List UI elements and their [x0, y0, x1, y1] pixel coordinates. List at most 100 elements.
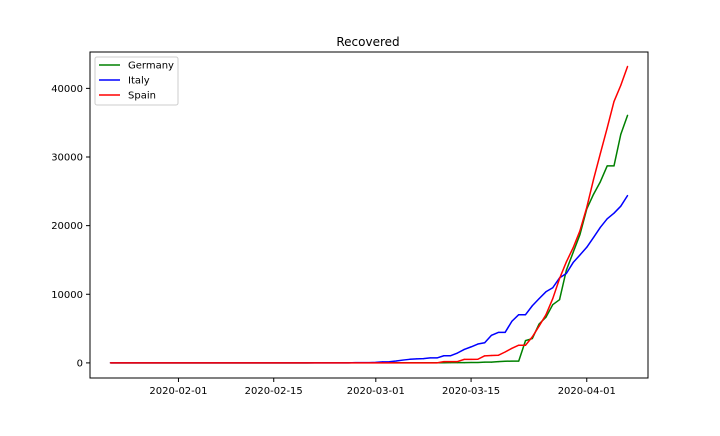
data-point-italy: [518, 314, 520, 316]
data-point-italy: [592, 236, 595, 239]
data-point-italy: [511, 320, 513, 322]
data-point-spain: [198, 362, 200, 364]
data-point-spain: [395, 362, 397, 364]
data-point-spain: [490, 354, 493, 357]
data-point-spain: [429, 362, 431, 364]
data-point-italy: [422, 358, 425, 360]
series-line-italy: [110, 195, 629, 364]
data-point-spain: [286, 362, 288, 364]
data-point-italy: [436, 357, 438, 359]
data-point-spain: [606, 127, 608, 129]
data-point-germany: [545, 316, 547, 318]
data-point-spain: [470, 358, 472, 360]
legend-label-spain: Spain: [128, 91, 156, 102]
data-point-germany: [524, 340, 527, 342]
data-point-spain: [504, 351, 506, 353]
data-point-spain: [620, 84, 622, 86]
data-point-italy: [443, 355, 445, 357]
data-point-italy: [538, 298, 540, 300]
data-point-spain: [450, 361, 452, 363]
data-point-italy: [572, 261, 574, 264]
data-point-italy: [545, 291, 547, 293]
data-point-spain: [592, 178, 595, 180]
data-point-spain: [341, 362, 343, 364]
data-point-spain: [130, 362, 132, 364]
data-point-italy: [565, 272, 567, 275]
y-tick-label: 0: [77, 358, 83, 369]
data-point-spain: [422, 362, 425, 364]
y-tick-label: 40000: [51, 84, 83, 95]
series-line-germany: [110, 115, 629, 364]
data-point-spain: [626, 65, 629, 67]
data-point-germany: [565, 269, 567, 271]
x-tick-label: 2020-02-01: [149, 386, 207, 397]
data-point-spain: [252, 362, 254, 364]
data-point-italy: [463, 348, 465, 351]
data-point-spain: [443, 361, 445, 363]
data-point-spain: [137, 362, 139, 364]
data-point-spain: [361, 362, 363, 364]
data-point-germany: [626, 114, 629, 116]
data-point-italy: [620, 205, 622, 207]
data-point-spain: [327, 362, 329, 364]
legend-label-germany: Germany: [128, 61, 174, 72]
data-point-spain: [171, 362, 173, 364]
data-point-spain: [300, 362, 302, 364]
data-point-germany: [592, 193, 595, 195]
data-point-italy: [395, 360, 397, 362]
data-point-germany: [511, 360, 513, 362]
data-point-italy: [456, 352, 459, 354]
plot-area: [109, 65, 629, 364]
data-point-italy: [409, 358, 411, 360]
data-point-spain: [177, 362, 180, 364]
y-axis: 0 10000 20000 30000 40000: [51, 84, 90, 369]
data-point-spain: [109, 362, 112, 364]
x-tick-label: 2020-02-15: [245, 386, 303, 397]
data-point-italy: [490, 334, 493, 336]
data-point-spain: [354, 362, 356, 364]
data-point-spain: [538, 325, 540, 327]
data-point-spain: [334, 362, 336, 364]
data-point-italy: [579, 254, 581, 256]
data-point-spain: [116, 362, 118, 364]
data-point-germany: [558, 299, 561, 301]
data-point-italy: [416, 358, 418, 360]
y-tick-label: 10000: [51, 290, 83, 301]
data-point-spain: [518, 344, 520, 346]
data-point-italy: [531, 305, 533, 307]
data-point-germany: [490, 361, 493, 363]
data-point-spain: [245, 362, 248, 364]
data-point-germany: [504, 360, 506, 362]
data-point-spain: [382, 362, 384, 364]
data-point-spain: [436, 362, 438, 364]
data-point-italy: [586, 246, 588, 248]
data-point-germany: [484, 361, 486, 363]
data-point-spain: [307, 362, 309, 364]
data-point-germany: [579, 233, 581, 236]
series-line-spain: [110, 66, 629, 364]
data-point-spain: [463, 358, 465, 360]
data-point-spain: [477, 358, 479, 360]
data-point-spain: [545, 314, 547, 316]
x-tick-label: 2020-04-01: [558, 386, 616, 397]
data-point-italy: [504, 331, 506, 334]
data-point-spain: [565, 261, 567, 263]
data-point-germany: [497, 361, 499, 363]
data-point-spain: [313, 362, 316, 364]
chart-title: Recovered: [336, 35, 399, 49]
data-point-spain: [531, 336, 533, 338]
data-point-italy: [388, 361, 391, 363]
data-point-italy: [626, 194, 629, 197]
data-point-germany: [599, 181, 601, 183]
data-point-italy: [429, 357, 431, 359]
data-point-italy: [613, 212, 615, 214]
data-point-italy: [402, 359, 404, 361]
data-point-germany: [606, 165, 608, 167]
data-point-spain: [273, 362, 275, 364]
data-point-spain: [552, 298, 554, 300]
x-tick-label: 2020-03-01: [347, 386, 405, 397]
data-point-germany: [572, 251, 574, 253]
data-point-spain: [511, 347, 513, 349]
